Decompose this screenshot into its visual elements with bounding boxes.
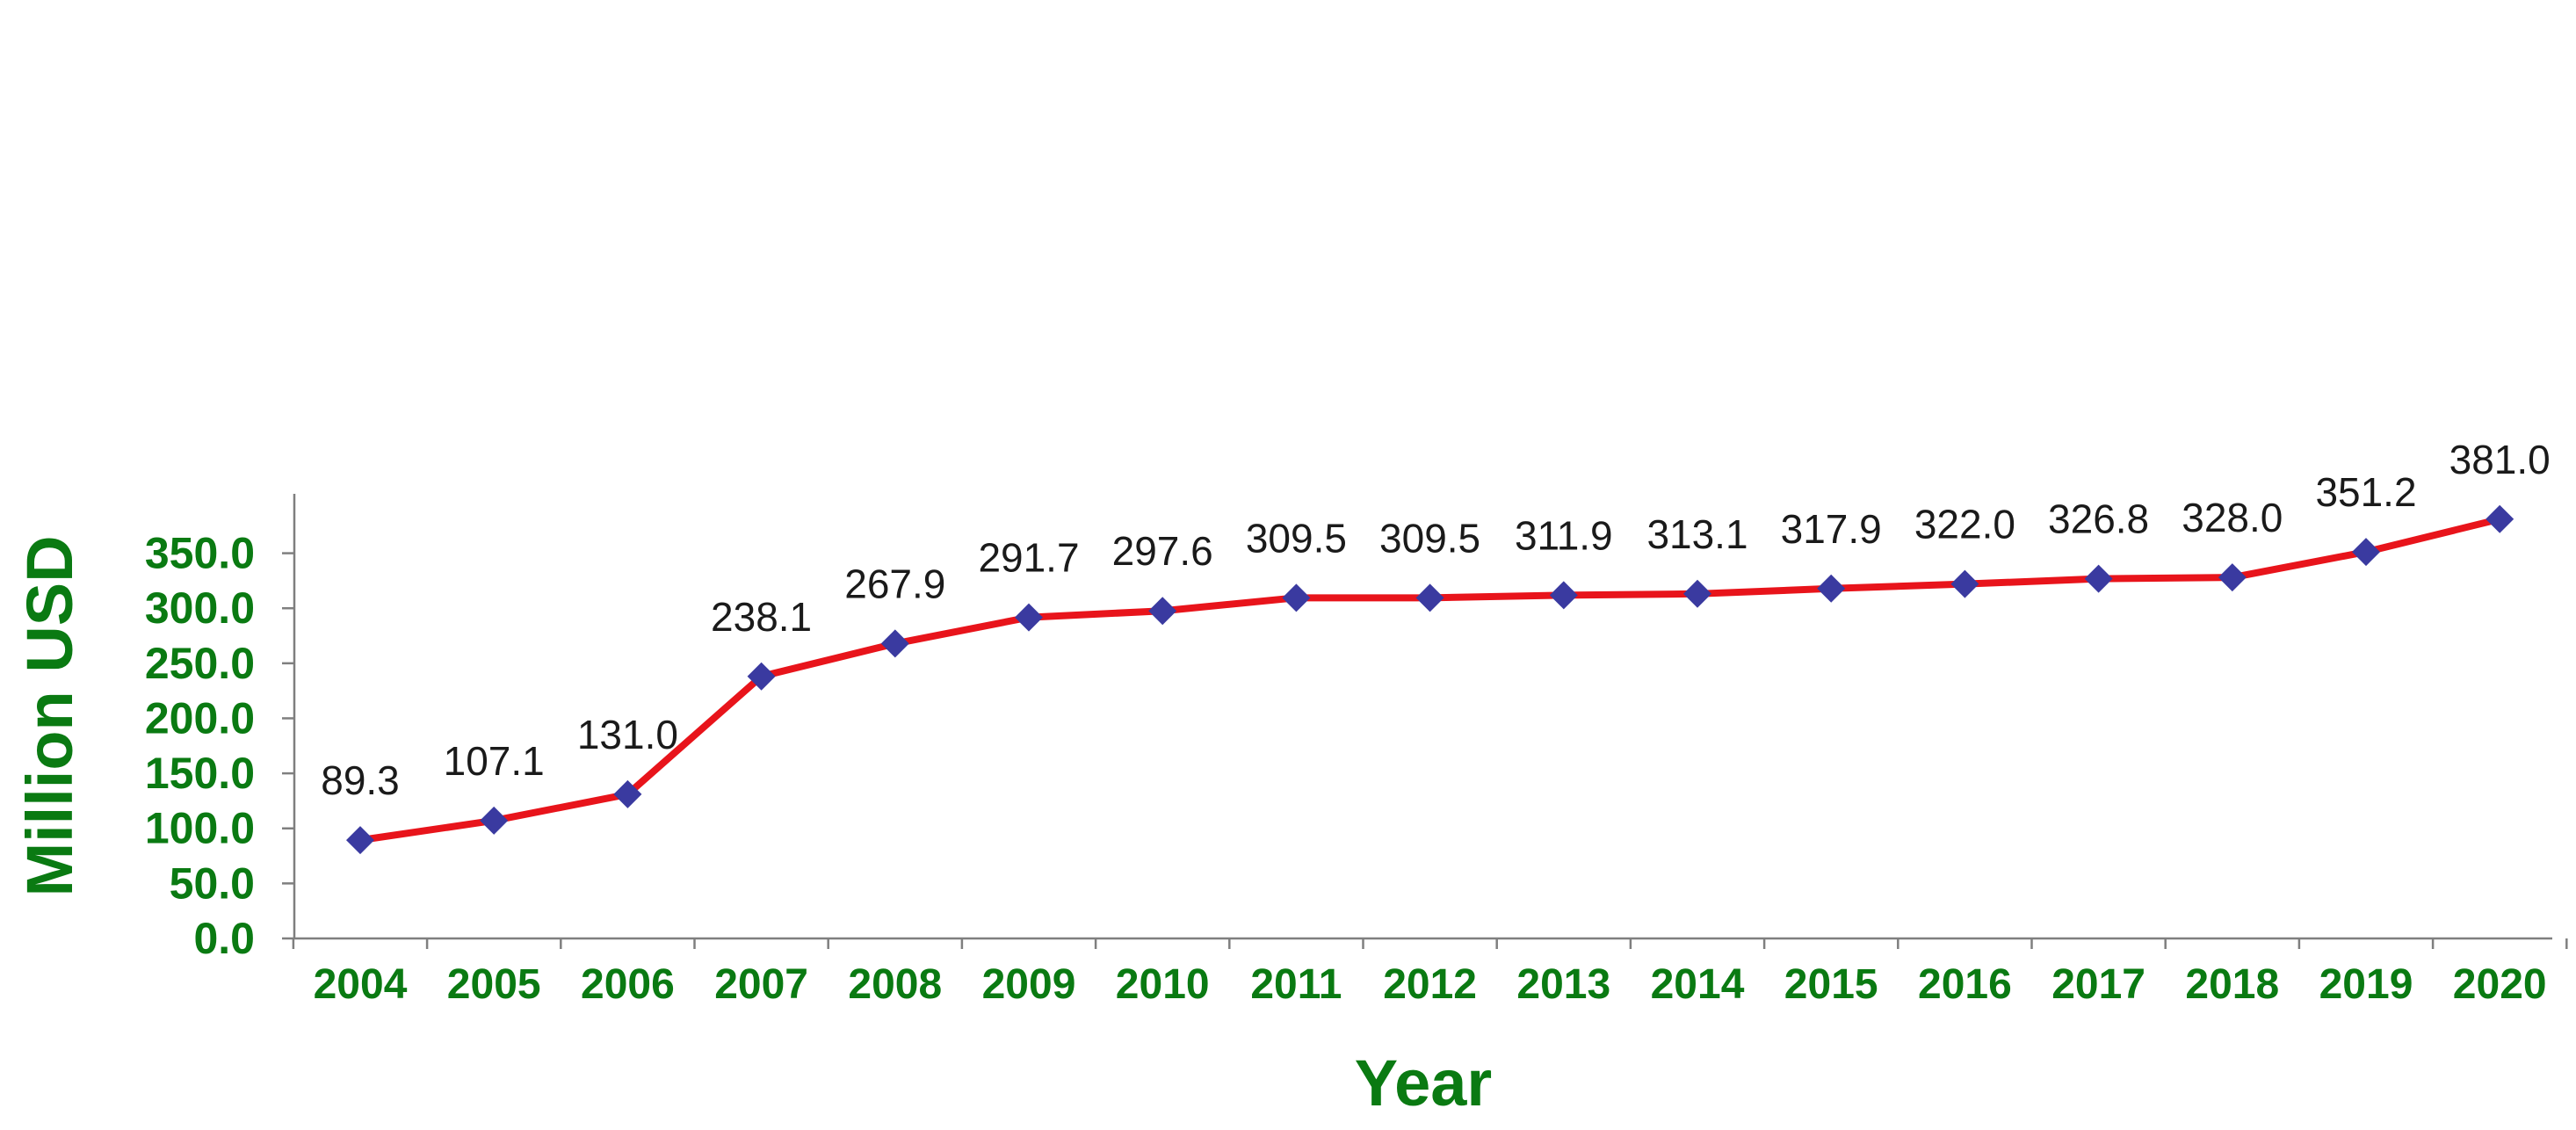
y-tick-label: 300.0 — [145, 583, 255, 633]
data-point-marker — [1282, 583, 1311, 612]
x-tick-label: 2012 — [1383, 961, 1477, 1008]
data-label: 311.9 — [1515, 512, 1613, 558]
data-point-marker — [1148, 597, 1177, 626]
data-point-marker — [480, 806, 509, 835]
y-tick-label: 150.0 — [145, 749, 255, 798]
markers-group — [346, 504, 2514, 855]
series-group — [357, 515, 2504, 844]
data-point-marker — [1950, 569, 1979, 598]
data-label: 107.1 — [444, 738, 545, 784]
x-tick-label: 2020 — [2453, 961, 2547, 1008]
data-label: 291.7 — [978, 535, 1079, 581]
x-tick-label: 2016 — [1918, 961, 2012, 1008]
data-label: 328.0 — [2182, 495, 2283, 540]
x-tick-label: 2014 — [1651, 961, 1745, 1008]
x-tick-label: 2008 — [848, 961, 942, 1008]
x-tick-label: 2010 — [1116, 961, 1210, 1008]
data-label: 297.6 — [1112, 528, 1213, 574]
x-axis-ticks: 2004 2005 2006 2007 2008 2009 2010 2011 2012 2013… — [292, 938, 2568, 1008]
x-tick-label: 2005 — [447, 961, 541, 1008]
data-label: 131.0 — [577, 712, 678, 757]
data-point-marker — [2352, 538, 2380, 567]
x-axis-title: Year — [1355, 1047, 1492, 1119]
data-label: 309.5 — [1379, 515, 1480, 561]
y-axis-ticks: 0.0 50.0 100.0 150.0 200.0 250.0 300.0 350.0 — [145, 529, 294, 963]
x-tick-label: 2011 — [1250, 961, 1342, 1008]
data-point-marker — [1415, 583, 1444, 612]
x-tick-label: 2013 — [1516, 961, 1610, 1008]
x-tick-label: 2007 — [714, 961, 808, 1008]
data-point-marker — [1683, 579, 1711, 608]
series-line — [357, 515, 2504, 844]
data-label: 313.1 — [1646, 511, 1747, 557]
x-tick-label: 2009 — [982, 961, 1076, 1008]
y-tick-label: 250.0 — [145, 639, 255, 688]
y-tick-label: 50.0 — [170, 858, 255, 908]
data-label: 326.8 — [2048, 496, 2149, 542]
data-point-marker — [2084, 564, 2113, 593]
x-tick-label: 2015 — [1784, 961, 1878, 1008]
data-point-marker — [1817, 574, 1846, 603]
data-label: 89.3 — [321, 757, 400, 803]
data-label: 309.5 — [1246, 515, 1347, 561]
y-axis-title: Million USD — [13, 535, 86, 896]
data-point-marker — [1549, 581, 1578, 610]
axes — [293, 493, 2552, 940]
x-tick-label: 2017 — [2051, 961, 2145, 1008]
data-label: 351.2 — [2315, 469, 2416, 515]
data-label: 267.9 — [844, 561, 945, 606]
x-tick-label: 2018 — [2185, 961, 2279, 1008]
data-point-marker — [880, 629, 909, 658]
y-tick-label: 350.0 — [145, 529, 255, 578]
data-point-marker — [346, 826, 374, 855]
data-label: 381.0 — [2449, 437, 2551, 482]
x-tick-label: 2004 — [314, 961, 408, 1008]
x-tick-label: 2019 — [2319, 961, 2413, 1008]
data-labels-group: 89.3 107.1 131.0 238.1 267.9 291.7 297.6 309.5 3… — [321, 437, 2551, 803]
data-label: 238.1 — [711, 594, 812, 640]
data-point-marker — [613, 779, 642, 808]
data-label: 317.9 — [1781, 506, 1882, 552]
y-tick-label: 0.0 — [193, 914, 255, 963]
y-tick-label: 100.0 — [145, 804, 255, 853]
data-point-marker — [1015, 603, 1043, 632]
data-point-marker — [2486, 504, 2514, 533]
data-point-marker — [2218, 563, 2247, 592]
data-label: 322.0 — [1914, 502, 2015, 547]
x-tick-label: 2006 — [581, 961, 675, 1008]
y-tick-label: 200.0 — [145, 693, 255, 742]
data-point-marker — [747, 662, 776, 691]
